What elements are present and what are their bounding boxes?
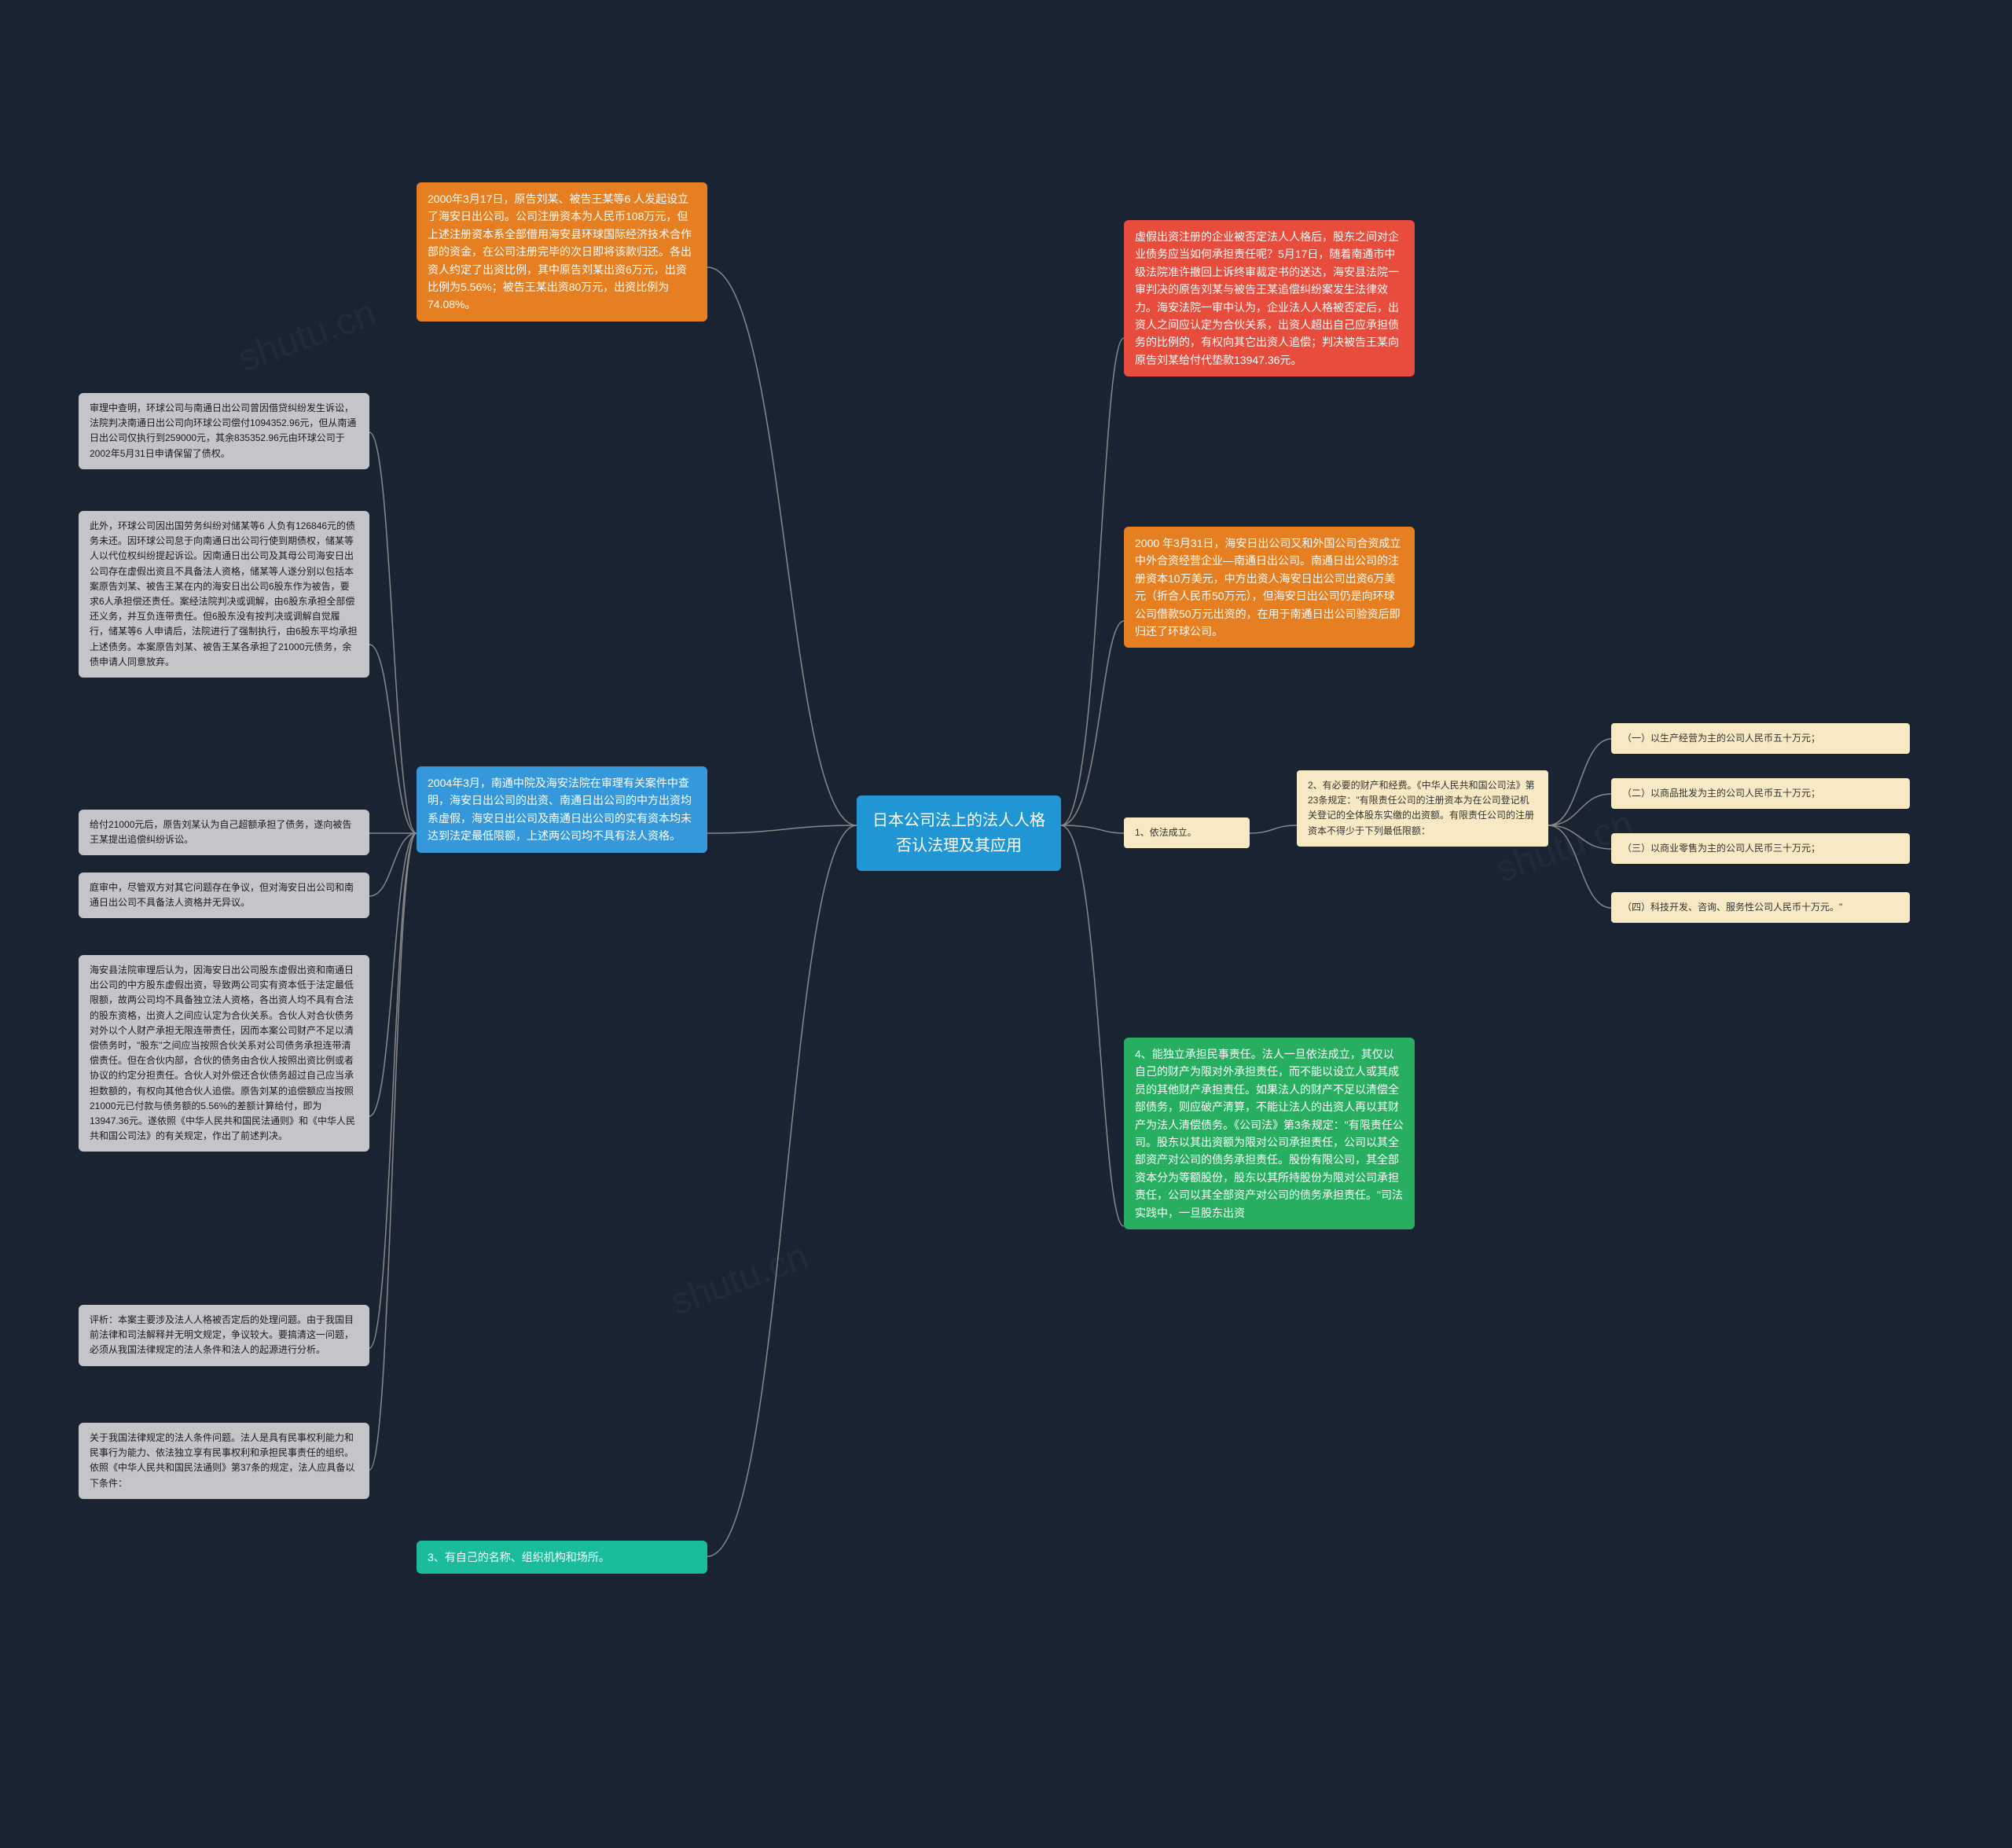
yellow-leaf-2: （二）以商品批发为主的公司人民币五十万元； [1611, 778, 1910, 809]
right-node-joint-venture: 2000 年3月31日，海安日出公司又和外国公司合资成立中外合资经营企业—南通日… [1124, 527, 1415, 648]
right-node-item1: 1、依法成立。 [1124, 817, 1250, 848]
gray-note-analysis: 评析：本案主要涉及法人人格被否定后的处理问题。由于我国目前法律和司法解释并无明文… [79, 1305, 369, 1366]
right-node-item4: 4、能独立承担民事责任。法人一旦依法成立，其仅以自己的财产为限对外承担责任，而不… [1124, 1038, 1415, 1229]
right-node-false-capital: 虚假出资注册的企业被否定法人人格后，股东之间对企业债务应当如何承担责任呢？5月1… [1124, 220, 1415, 377]
gray-note-trial: 审理中查明，环球公司与南通日出公司曾因借贷纠纷发生诉讼，法院判决南通日出公司向环… [79, 393, 369, 469]
left-node-2004-finding: 2004年3月，南通中院及海安法院在审理有关案件中查明，海安日出公司的出资、南通… [417, 766, 707, 853]
gray-note-legal-conditions: 关于我国法律规定的法人条件问题。法人是具有民事权利能力和民事行为能力、依法独立享… [79, 1423, 369, 1499]
gray-note-hearing: 庭审中，尽管双方对其它问题存在争议，但对海安日出公司和南通日出公司不具备法人资格… [79, 873, 369, 918]
yellow-node-item2: 2、有必要的财产和经费。《中华人民共和国公司法》第23条规定："有限责任公司的注… [1297, 770, 1548, 847]
gray-note-court-opinion: 海安县法院审理后认为，因海安日出公司股东虚假出资和南通日出公司的中方股东虚假出资… [79, 955, 369, 1152]
yellow-leaf-4: （四）科技开发、咨询、服务性公司人民币十万元。" [1611, 892, 1910, 923]
gray-note-labor-dispute: 此外，环球公司因出国劳务纠纷对储某等6 人负有126846元的债务未还。因环球公… [79, 511, 369, 678]
watermark: shutu.cn [233, 292, 381, 381]
connector-layer [0, 0, 2012, 1848]
watermark: shutu.cn [665, 1235, 813, 1324]
yellow-leaf-1: （一）以生产经营为主的公司人民币五十万元； [1611, 723, 1910, 754]
gray-note-payment: 给付21000元后，原告刘某认为自己超额承担了债务，遂向被告王某提出追偿纠纷诉讼… [79, 810, 369, 855]
left-node-founding: 2000年3月17日，原告刘某、被告王某等6 人发起设立了海安日出公司。公司注册… [417, 182, 707, 321]
root-node: 日本公司法上的法人人格否认法理及其应用 [857, 795, 1061, 871]
yellow-leaf-3: （三）以商业零售为主的公司人民币三十万元； [1611, 833, 1910, 864]
left-node-item3: 3、有自己的名称、组织机构和场所。 [417, 1541, 707, 1574]
